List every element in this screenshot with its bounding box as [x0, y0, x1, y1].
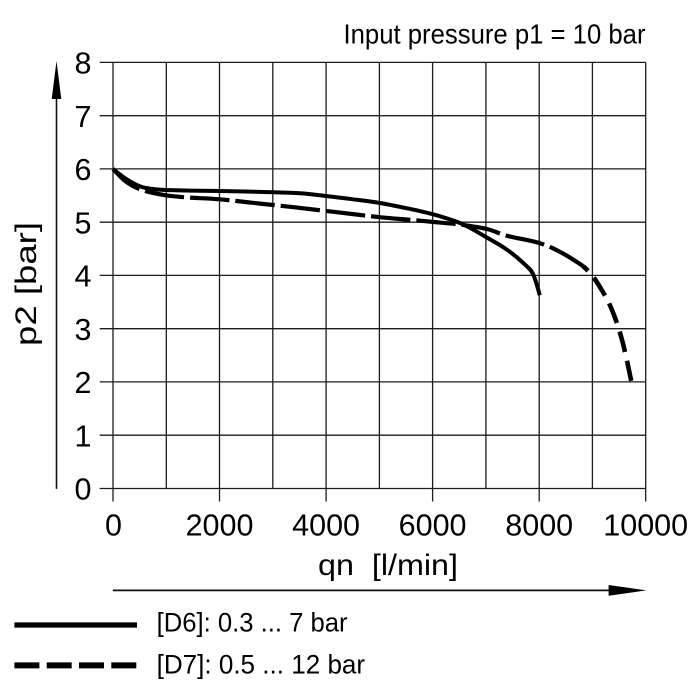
svg-text:7: 7	[75, 100, 92, 134]
svg-text:Input pressure p1 = 10 bar: Input pressure p1 = 10 bar	[344, 19, 646, 50]
svg-text:10000: 10000	[603, 509, 688, 543]
svg-text:4000: 4000	[292, 509, 360, 543]
svg-text:5: 5	[75, 206, 92, 240]
svg-text:p2 [bar]: p2 [bar]	[10, 222, 43, 346]
svg-text:1: 1	[75, 419, 92, 453]
svg-text:qn [l/min]: qn [l/min]	[318, 549, 458, 582]
svg-text:2000: 2000	[186, 509, 254, 543]
svg-text:6000: 6000	[399, 509, 467, 543]
svg-text:0: 0	[105, 509, 122, 543]
svg-text:0: 0	[75, 473, 92, 507]
svg-text:4: 4	[75, 260, 92, 294]
svg-text:8000: 8000	[505, 509, 573, 543]
svg-text:6: 6	[75, 153, 92, 187]
svg-text:2: 2	[75, 366, 92, 400]
svg-text:8: 8	[75, 47, 92, 81]
svg-text:[D6]: 0.3 ... 7 bar: [D6]: 0.3 ... 7 bar	[157, 608, 348, 638]
svg-text:[D7]: 0.5 ... 12 bar: [D7]: 0.5 ... 12 bar	[157, 650, 366, 680]
svg-text:3: 3	[75, 313, 92, 347]
